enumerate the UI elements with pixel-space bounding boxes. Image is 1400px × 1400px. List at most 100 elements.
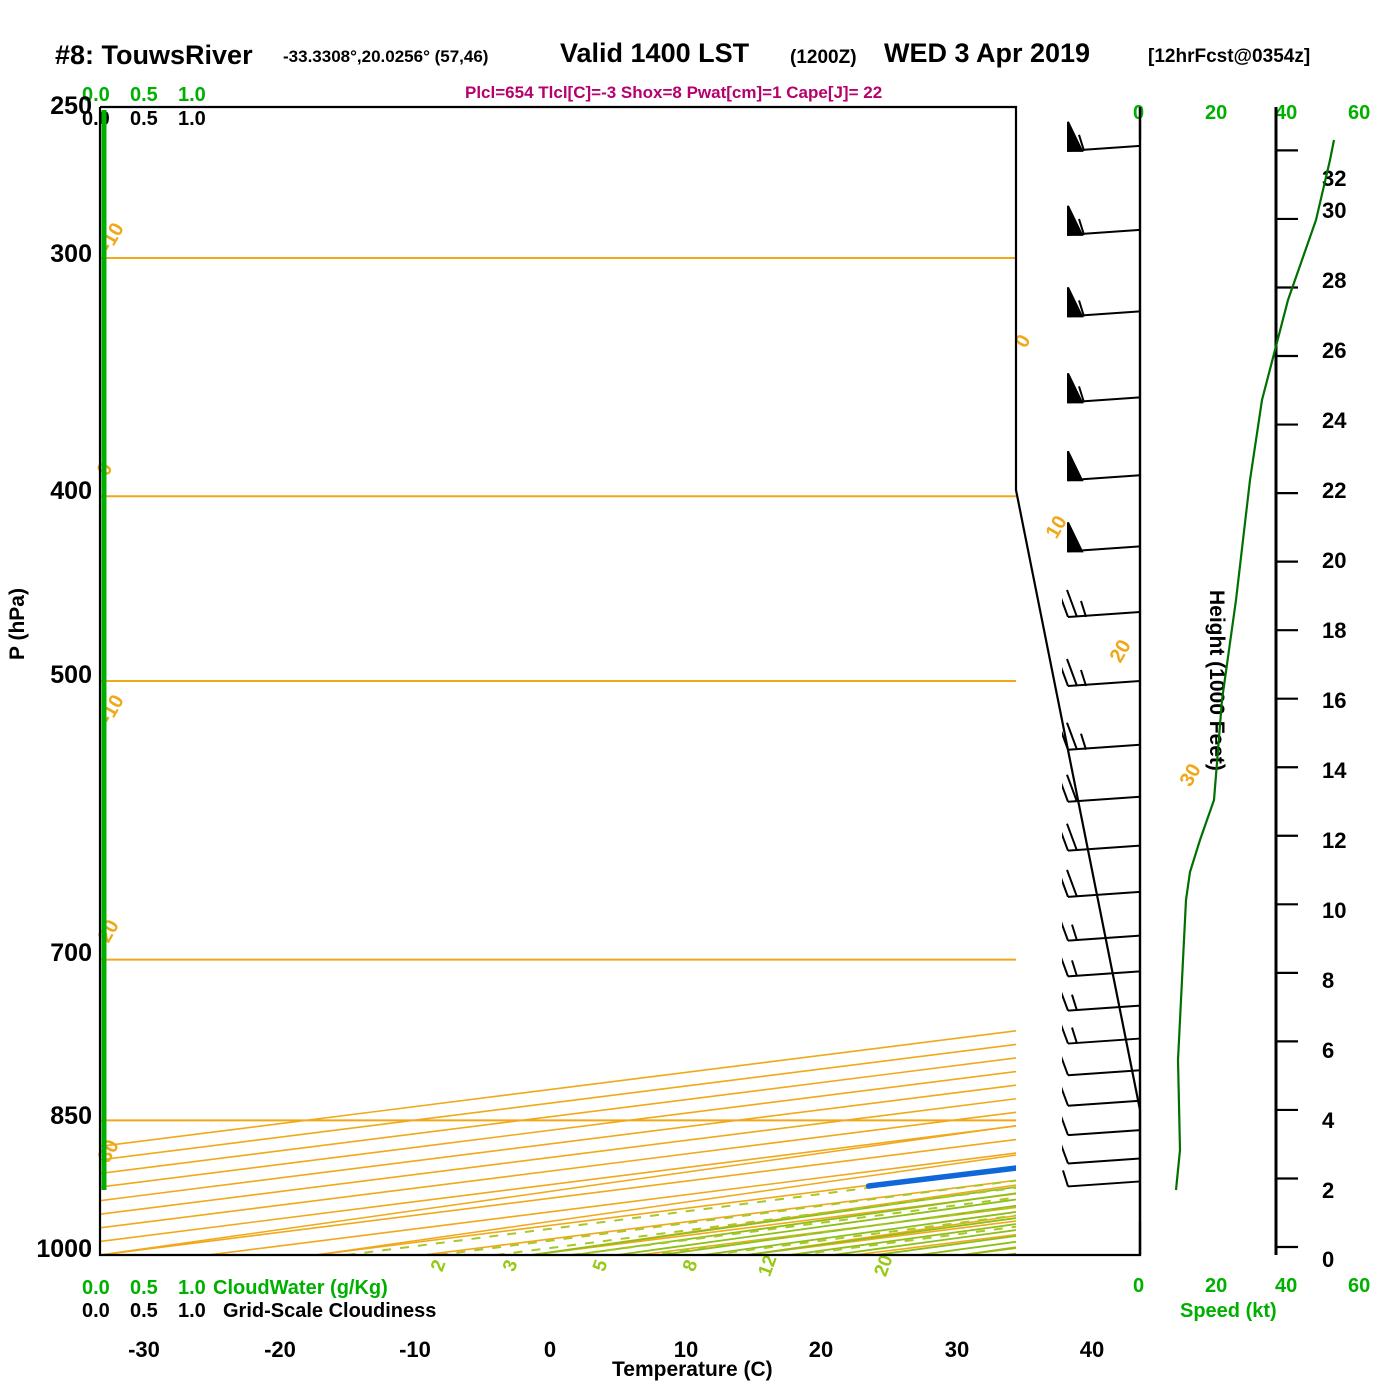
- wind-barb: [1062, 1024, 1141, 1045]
- height-tick-14: 14: [1322, 758, 1347, 783]
- height-tick-22: 22: [1322, 478, 1347, 503]
- cloudwater-tick-top-0: 0.0: [82, 84, 110, 106]
- wind-barb: [1067, 286, 1141, 318]
- mixing-ratio-lines: [346, 1167, 1016, 1255]
- speed-tick-top-0: 0: [1133, 102, 1145, 124]
- cloudiness-tick-top-2: 1.0: [178, 108, 206, 130]
- wind-barb: [1062, 1056, 1141, 1077]
- pressure-tick-500: 500: [50, 661, 92, 689]
- wind-barb: [1062, 921, 1141, 942]
- valid-time-utc: (1200Z): [790, 47, 857, 68]
- speed-tick-bottom-0: 0: [1133, 1275, 1145, 1297]
- wind-barb: [1062, 991, 1141, 1012]
- cloudiness-tick-bottom-0: 0.0: [82, 1300, 110, 1322]
- valid-time-label: Valid 1400 LST: [560, 38, 750, 68]
- temperature-tick--30: -30: [128, 1337, 160, 1362]
- speed-tick-bottom-3: 60: [1348, 1275, 1371, 1297]
- temperature-tick-30: 30: [944, 1337, 970, 1362]
- wind-barb: [1062, 957, 1141, 978]
- wind-barb: [1062, 1086, 1141, 1107]
- height-tick-0: 0: [1322, 1247, 1335, 1272]
- surface-temperature-marker: [1388, 1177, 1400, 1195]
- height-tick-18: 18: [1322, 618, 1347, 643]
- pressure-tick-1000: 1000: [36, 1235, 92, 1263]
- speed-axis-ticks: [1138, 107, 1278, 1255]
- pressure-tick-300: 300: [50, 240, 92, 268]
- wind-barb: [1062, 823, 1141, 852]
- height-tick-24: 24: [1322, 408, 1347, 433]
- station-name: TouwsRiver: [101, 40, 253, 70]
- height-tick-10: 10: [1322, 898, 1347, 923]
- grid-lines: [100, 107, 1016, 1255]
- height-tick-26: 26: [1322, 338, 1347, 363]
- isotherm-lines: [100, 1030, 1016, 1255]
- height-tick-12: 12: [1322, 828, 1347, 853]
- cloudwater-tick-bottom-1: 0.5: [130, 1277, 158, 1299]
- speed-tick-top-2: 40: [1275, 102, 1298, 124]
- station-id: #8:: [55, 40, 95, 70]
- wind-barb: [1062, 1144, 1141, 1165]
- temperature-tick-40: 40: [1079, 1337, 1105, 1362]
- cloudiness-tick-bottom-1: 0.5: [130, 1300, 158, 1322]
- wind-barb: [1062, 722, 1141, 751]
- temperature-tick-20: 20: [808, 1337, 834, 1362]
- temperature-tick-0: 0: [543, 1337, 557, 1362]
- pressure-tick-700: 700: [50, 939, 92, 967]
- wind-barb: [1067, 372, 1141, 404]
- wind-barb: [1062, 774, 1141, 803]
- temperature-trace: [1397, 155, 1400, 1186]
- temperature-tick--20: -20: [264, 1337, 296, 1362]
- dry-adiabat-lines: [100, 1124, 1016, 1255]
- wind-barb: [1062, 589, 1141, 618]
- speed-tick-bottom-2: 40: [1275, 1275, 1298, 1297]
- forecast-stamp: [12hrFcst@0354z]: [1148, 46, 1311, 67]
- speed-axis-label: Speed (kt): [1180, 1300, 1277, 1322]
- wind-barb: [1062, 1170, 1141, 1188]
- height-tick-6: 6: [1322, 1038, 1335, 1063]
- station-coordinates: -33.3308°,20.0256° (57,46): [283, 47, 489, 66]
- cloudwater-axis-label: CloudWater (g/Kg): [213, 1277, 388, 1299]
- cloudwater-tick-top-2: 1.0: [178, 84, 206, 106]
- cloudwater-tick-top-1: 0.5: [130, 84, 158, 106]
- cloudwater-tick-bottom-0: 0.0: [82, 1277, 110, 1299]
- pressure-tick-850: 850: [50, 1102, 92, 1130]
- height-tick-2: 2: [1322, 1178, 1335, 1203]
- cloudiness-tick-top-1: 0.5: [130, 108, 158, 130]
- stability-indices: Plcl=654 Tlcl[C]=-3 Shox=8 Pwat[cm]=1 Ca…: [465, 83, 883, 102]
- valid-date: WED 3 Apr 2019: [884, 38, 1091, 68]
- temperature-axis-label: Temperature (C): [612, 1358, 773, 1381]
- dewpoint-trace: [865, 1165, 1016, 1189]
- cloudiness-axis-label: Grid-Scale Cloudiness: [223, 1300, 437, 1322]
- height-tick-28: 28: [1322, 268, 1347, 293]
- height-tick-8: 8: [1322, 968, 1335, 993]
- wind-barb: [1067, 450, 1141, 482]
- wind-barb-column: [1062, 121, 1141, 1188]
- wind-barb: [1067, 205, 1141, 236]
- parcel-trace: [1391, 1049, 1400, 1186]
- page-title: #8: TouwsRiver: [55, 40, 253, 71]
- wind-barb: [1067, 521, 1141, 553]
- temperature-tick--10: -10: [399, 1337, 431, 1362]
- height-tick-30: 30: [1322, 198, 1347, 223]
- cloudwater-tick-bottom-2: 1.0: [178, 1277, 206, 1299]
- height-axis-ticks: [1276, 149, 1298, 1249]
- surface-dewpoint-marker: [1118, 1178, 1134, 1194]
- height-profile-curve: [1174, 139, 1336, 1191]
- isobar-lines: [100, 107, 1016, 1255]
- cloudiness-tick-bottom-2: 1.0: [178, 1300, 206, 1322]
- wind-barb: [1062, 869, 1141, 898]
- height-tick-16: 16: [1322, 688, 1347, 713]
- wind-barb: [1062, 1116, 1141, 1137]
- height-tick-4: 4: [1322, 1108, 1335, 1133]
- speed-tick-top-1: 20: [1205, 102, 1228, 124]
- pressure-tick-400: 400: [50, 477, 92, 505]
- wind-barb: [1062, 658, 1141, 687]
- speed-tick-bottom-1: 20: [1205, 1275, 1228, 1297]
- temperature-tick-10: 10: [673, 1337, 699, 1362]
- speed-tick-top-3: 60: [1348, 102, 1371, 124]
- pressure-tick-250: 250: [50, 92, 92, 120]
- wind-barb: [1067, 121, 1141, 152]
- height-tick-20: 20: [1322, 548, 1347, 573]
